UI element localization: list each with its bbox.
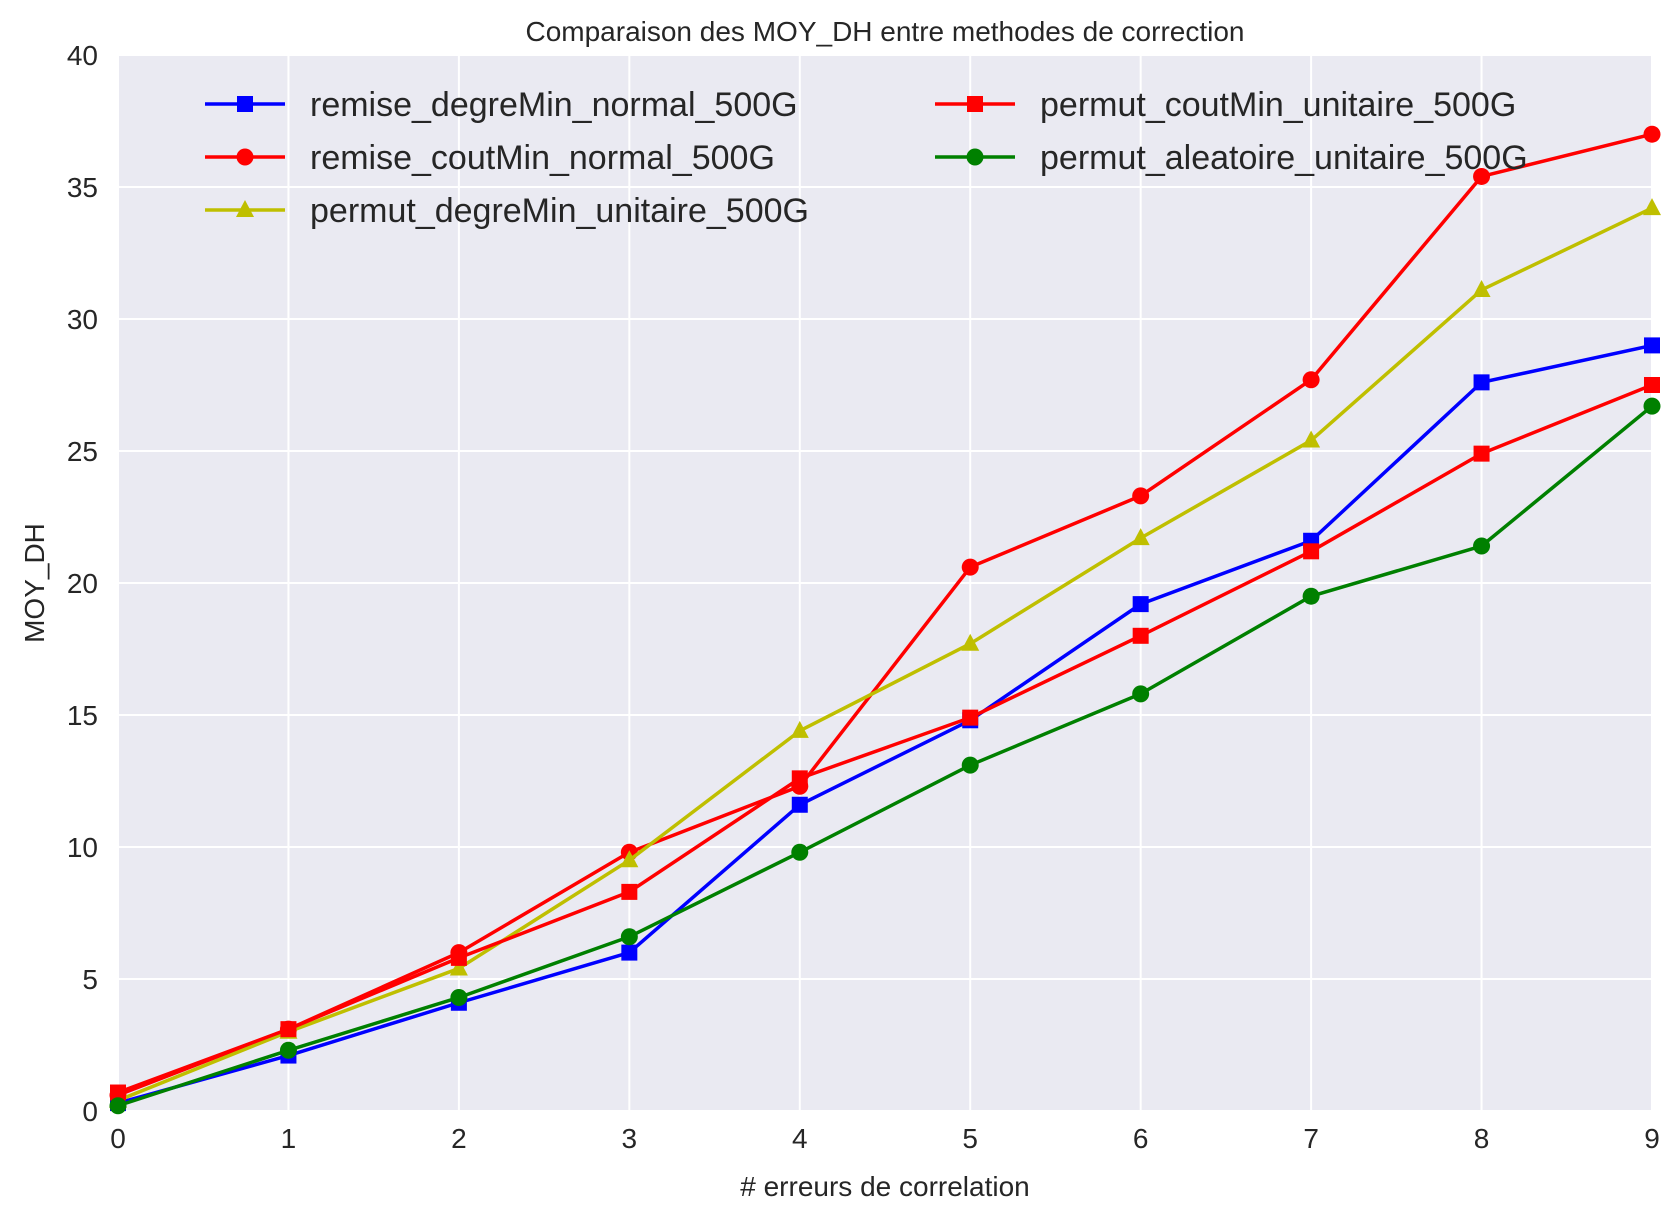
data-point (449, 958, 468, 976)
data-point (1473, 167, 1491, 185)
series-4 (110, 377, 1660, 1101)
data-point (1644, 377, 1660, 393)
data-point (450, 949, 467, 966)
data-point (279, 1041, 297, 1059)
data-point (1132, 596, 1149, 613)
data-point (1643, 125, 1661, 143)
x-tick-label: 0 (110, 1123, 126, 1154)
data-point (791, 770, 808, 787)
legend-marker (237, 96, 253, 112)
data-point (110, 1084, 126, 1101)
data-point (1303, 543, 1320, 560)
legend-item: permut_degreMin_unitaire_500G (205, 192, 809, 230)
data-point (621, 944, 638, 961)
series-line (117, 404, 1654, 1108)
legend-item: remise_degreMin_normal_500G (205, 86, 798, 124)
data-point (1473, 445, 1490, 462)
y-axis-label: MOY_DH (19, 523, 50, 643)
legend: remise_degreMin_normal_500G remise_coutMi… (205, 86, 1528, 230)
series-line (117, 383, 1653, 1095)
data-point (790, 720, 809, 738)
x-tick-label: 1 (281, 1123, 297, 1154)
y-tick-label: 35 (67, 172, 98, 203)
data-point (791, 843, 809, 861)
data-point (1132, 685, 1150, 703)
legend-label: remise_coutMin_normal_500G (310, 139, 775, 177)
data-point (1643, 397, 1661, 415)
y-tick-label: 20 (67, 568, 98, 599)
data-point (791, 796, 808, 813)
data-point (620, 850, 639, 868)
data-point (1644, 337, 1660, 354)
data-point (1643, 198, 1661, 216)
x-tick-label: 2 (451, 1123, 467, 1154)
legend-item: remise_coutMin_normal_500G (205, 139, 775, 177)
data-point (620, 928, 638, 946)
y-tick-label: 15 (67, 700, 98, 731)
data-point (109, 1097, 127, 1115)
x-tick-label: 6 (1133, 1123, 1149, 1154)
series-5 (109, 397, 1661, 1115)
x-tick-label: 8 (1474, 1123, 1490, 1154)
y-tick-label: 25 (67, 436, 98, 467)
x-tick-label: 7 (1303, 1123, 1319, 1154)
legend-item: permut_aleatoire_unitaire_500G (935, 139, 1528, 177)
data-point (1472, 279, 1491, 297)
x-tick-label: 3 (622, 1123, 638, 1154)
tick-labels: 0 1 2 3 4 5 6 7 8 9 0 5 10 15 20 25 30 35 40 (67, 40, 1660, 1154)
legend-marker (967, 96, 983, 112)
legend-label: permut_coutMin_unitaire_500G (1040, 86, 1516, 124)
x-axis-label: # erreurs de correlation (740, 1171, 1029, 1202)
y-tick-label: 30 (67, 304, 98, 335)
data-point (1131, 528, 1150, 546)
series-layer (109, 125, 1661, 1115)
y-tick-label: 10 (67, 832, 98, 863)
y-tick-label: 40 (67, 40, 98, 71)
data-point (961, 558, 979, 576)
legend-marker (236, 200, 254, 217)
legend-label: permut_degreMin_unitaire_500G (310, 192, 809, 230)
series-line (117, 343, 1653, 1105)
series-line (117, 206, 1653, 1103)
data-point (1473, 374, 1490, 391)
data-point (1473, 537, 1491, 555)
data-point (1302, 371, 1320, 389)
data-point (450, 988, 468, 1006)
y-tick-label: 5 (82, 964, 98, 995)
data-point (1302, 587, 1320, 605)
x-tick-label: 4 (792, 1123, 808, 1154)
legend-marker (966, 148, 984, 166)
data-point (1302, 430, 1321, 448)
data-point (280, 1021, 297, 1038)
legend-label: permut_aleatoire_unitaire_500G (1040, 139, 1528, 177)
data-point (1132, 487, 1150, 505)
data-point (1132, 627, 1149, 644)
y-tick-label: 0 (82, 1096, 98, 1127)
grid (117, 54, 1653, 1112)
legend-label: remise_degreMin_normal_500G (310, 86, 798, 124)
legend-marker (236, 148, 254, 166)
legend-item: permut_coutMin_unitaire_500G (935, 86, 1516, 124)
chart-title: Comparaison des MOY_DH entre methodes de… (525, 16, 1244, 47)
series-line (117, 132, 1653, 1097)
x-tick-label: 5 (962, 1123, 978, 1154)
data-point (621, 883, 638, 900)
data-point (962, 709, 979, 726)
data-point (961, 756, 979, 774)
data-point (961, 633, 980, 651)
x-tick-label: 9 (1644, 1123, 1660, 1154)
